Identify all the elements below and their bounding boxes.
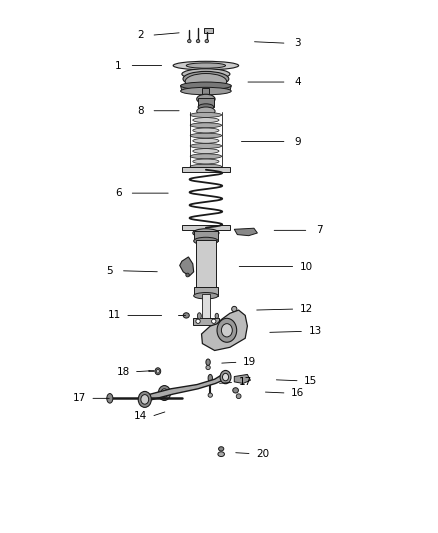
Ellipse shape bbox=[196, 39, 200, 43]
Polygon shape bbox=[180, 86, 231, 91]
Polygon shape bbox=[180, 257, 194, 276]
Ellipse shape bbox=[198, 313, 201, 319]
Ellipse shape bbox=[155, 368, 161, 375]
Bar bbox=[194, 231, 218, 241]
Ellipse shape bbox=[180, 82, 231, 90]
Ellipse shape bbox=[183, 71, 229, 86]
Ellipse shape bbox=[232, 306, 237, 312]
Ellipse shape bbox=[190, 154, 222, 159]
Bar bbox=[201, 294, 210, 320]
Ellipse shape bbox=[182, 69, 230, 79]
Ellipse shape bbox=[141, 394, 149, 404]
Ellipse shape bbox=[218, 452, 224, 457]
Ellipse shape bbox=[198, 104, 214, 110]
Ellipse shape bbox=[212, 319, 216, 324]
Polygon shape bbox=[201, 310, 247, 351]
Ellipse shape bbox=[138, 391, 151, 407]
Ellipse shape bbox=[173, 61, 239, 70]
Ellipse shape bbox=[215, 313, 219, 319]
Ellipse shape bbox=[193, 159, 219, 164]
Text: 12: 12 bbox=[300, 304, 313, 314]
Ellipse shape bbox=[190, 133, 222, 138]
Text: 4: 4 bbox=[294, 77, 301, 87]
Bar bbox=[202, 88, 209, 96]
Ellipse shape bbox=[186, 63, 226, 68]
Polygon shape bbox=[234, 228, 258, 236]
Text: 17: 17 bbox=[73, 393, 86, 403]
Ellipse shape bbox=[208, 393, 212, 397]
Polygon shape bbox=[182, 224, 230, 230]
Ellipse shape bbox=[193, 229, 219, 237]
Ellipse shape bbox=[205, 39, 208, 43]
Ellipse shape bbox=[194, 293, 218, 299]
Ellipse shape bbox=[190, 112, 222, 117]
Ellipse shape bbox=[219, 447, 224, 451]
Ellipse shape bbox=[197, 107, 215, 116]
Bar bbox=[198, 98, 214, 107]
Ellipse shape bbox=[236, 394, 241, 399]
Polygon shape bbox=[234, 374, 251, 383]
Ellipse shape bbox=[217, 318, 237, 342]
Text: 9: 9 bbox=[294, 136, 301, 147]
Ellipse shape bbox=[190, 164, 222, 169]
Text: 13: 13 bbox=[308, 326, 321, 336]
Ellipse shape bbox=[194, 237, 218, 245]
Ellipse shape bbox=[190, 143, 222, 148]
Bar bbox=[194, 287, 218, 296]
Ellipse shape bbox=[196, 319, 200, 324]
Ellipse shape bbox=[107, 393, 113, 403]
Ellipse shape bbox=[221, 324, 232, 337]
Ellipse shape bbox=[156, 369, 159, 373]
Ellipse shape bbox=[180, 87, 231, 95]
Text: 3: 3 bbox=[294, 38, 301, 48]
Ellipse shape bbox=[193, 128, 219, 133]
Text: 17: 17 bbox=[239, 377, 252, 387]
Text: 15: 15 bbox=[304, 376, 317, 386]
Ellipse shape bbox=[161, 389, 168, 397]
Ellipse shape bbox=[185, 74, 226, 90]
Ellipse shape bbox=[193, 139, 219, 143]
Ellipse shape bbox=[183, 313, 189, 318]
Polygon shape bbox=[182, 166, 230, 172]
Text: 10: 10 bbox=[300, 262, 313, 271]
Text: 7: 7 bbox=[316, 225, 323, 236]
Ellipse shape bbox=[208, 374, 212, 382]
Ellipse shape bbox=[233, 387, 238, 393]
Ellipse shape bbox=[193, 118, 219, 123]
Ellipse shape bbox=[206, 366, 210, 369]
Bar bbox=[196, 240, 215, 289]
Ellipse shape bbox=[197, 94, 215, 104]
Text: 1: 1 bbox=[115, 61, 122, 70]
Text: 18: 18 bbox=[117, 367, 130, 377]
Ellipse shape bbox=[158, 385, 170, 400]
Bar bbox=[204, 28, 213, 33]
Text: 16: 16 bbox=[291, 388, 304, 398]
Text: 5: 5 bbox=[106, 266, 113, 276]
Bar bbox=[193, 318, 219, 325]
Text: 11: 11 bbox=[108, 310, 121, 320]
Text: 14: 14 bbox=[134, 411, 147, 422]
Ellipse shape bbox=[193, 149, 219, 154]
Text: 20: 20 bbox=[256, 449, 269, 458]
Ellipse shape bbox=[223, 373, 229, 381]
Text: 6: 6 bbox=[115, 188, 122, 198]
Ellipse shape bbox=[187, 39, 191, 43]
Text: 2: 2 bbox=[137, 30, 144, 41]
Text: 8: 8 bbox=[137, 106, 144, 116]
Ellipse shape bbox=[186, 273, 189, 277]
Polygon shape bbox=[141, 374, 230, 401]
Ellipse shape bbox=[190, 123, 222, 128]
Ellipse shape bbox=[220, 370, 231, 384]
Ellipse shape bbox=[206, 359, 210, 366]
Text: 19: 19 bbox=[243, 357, 256, 367]
